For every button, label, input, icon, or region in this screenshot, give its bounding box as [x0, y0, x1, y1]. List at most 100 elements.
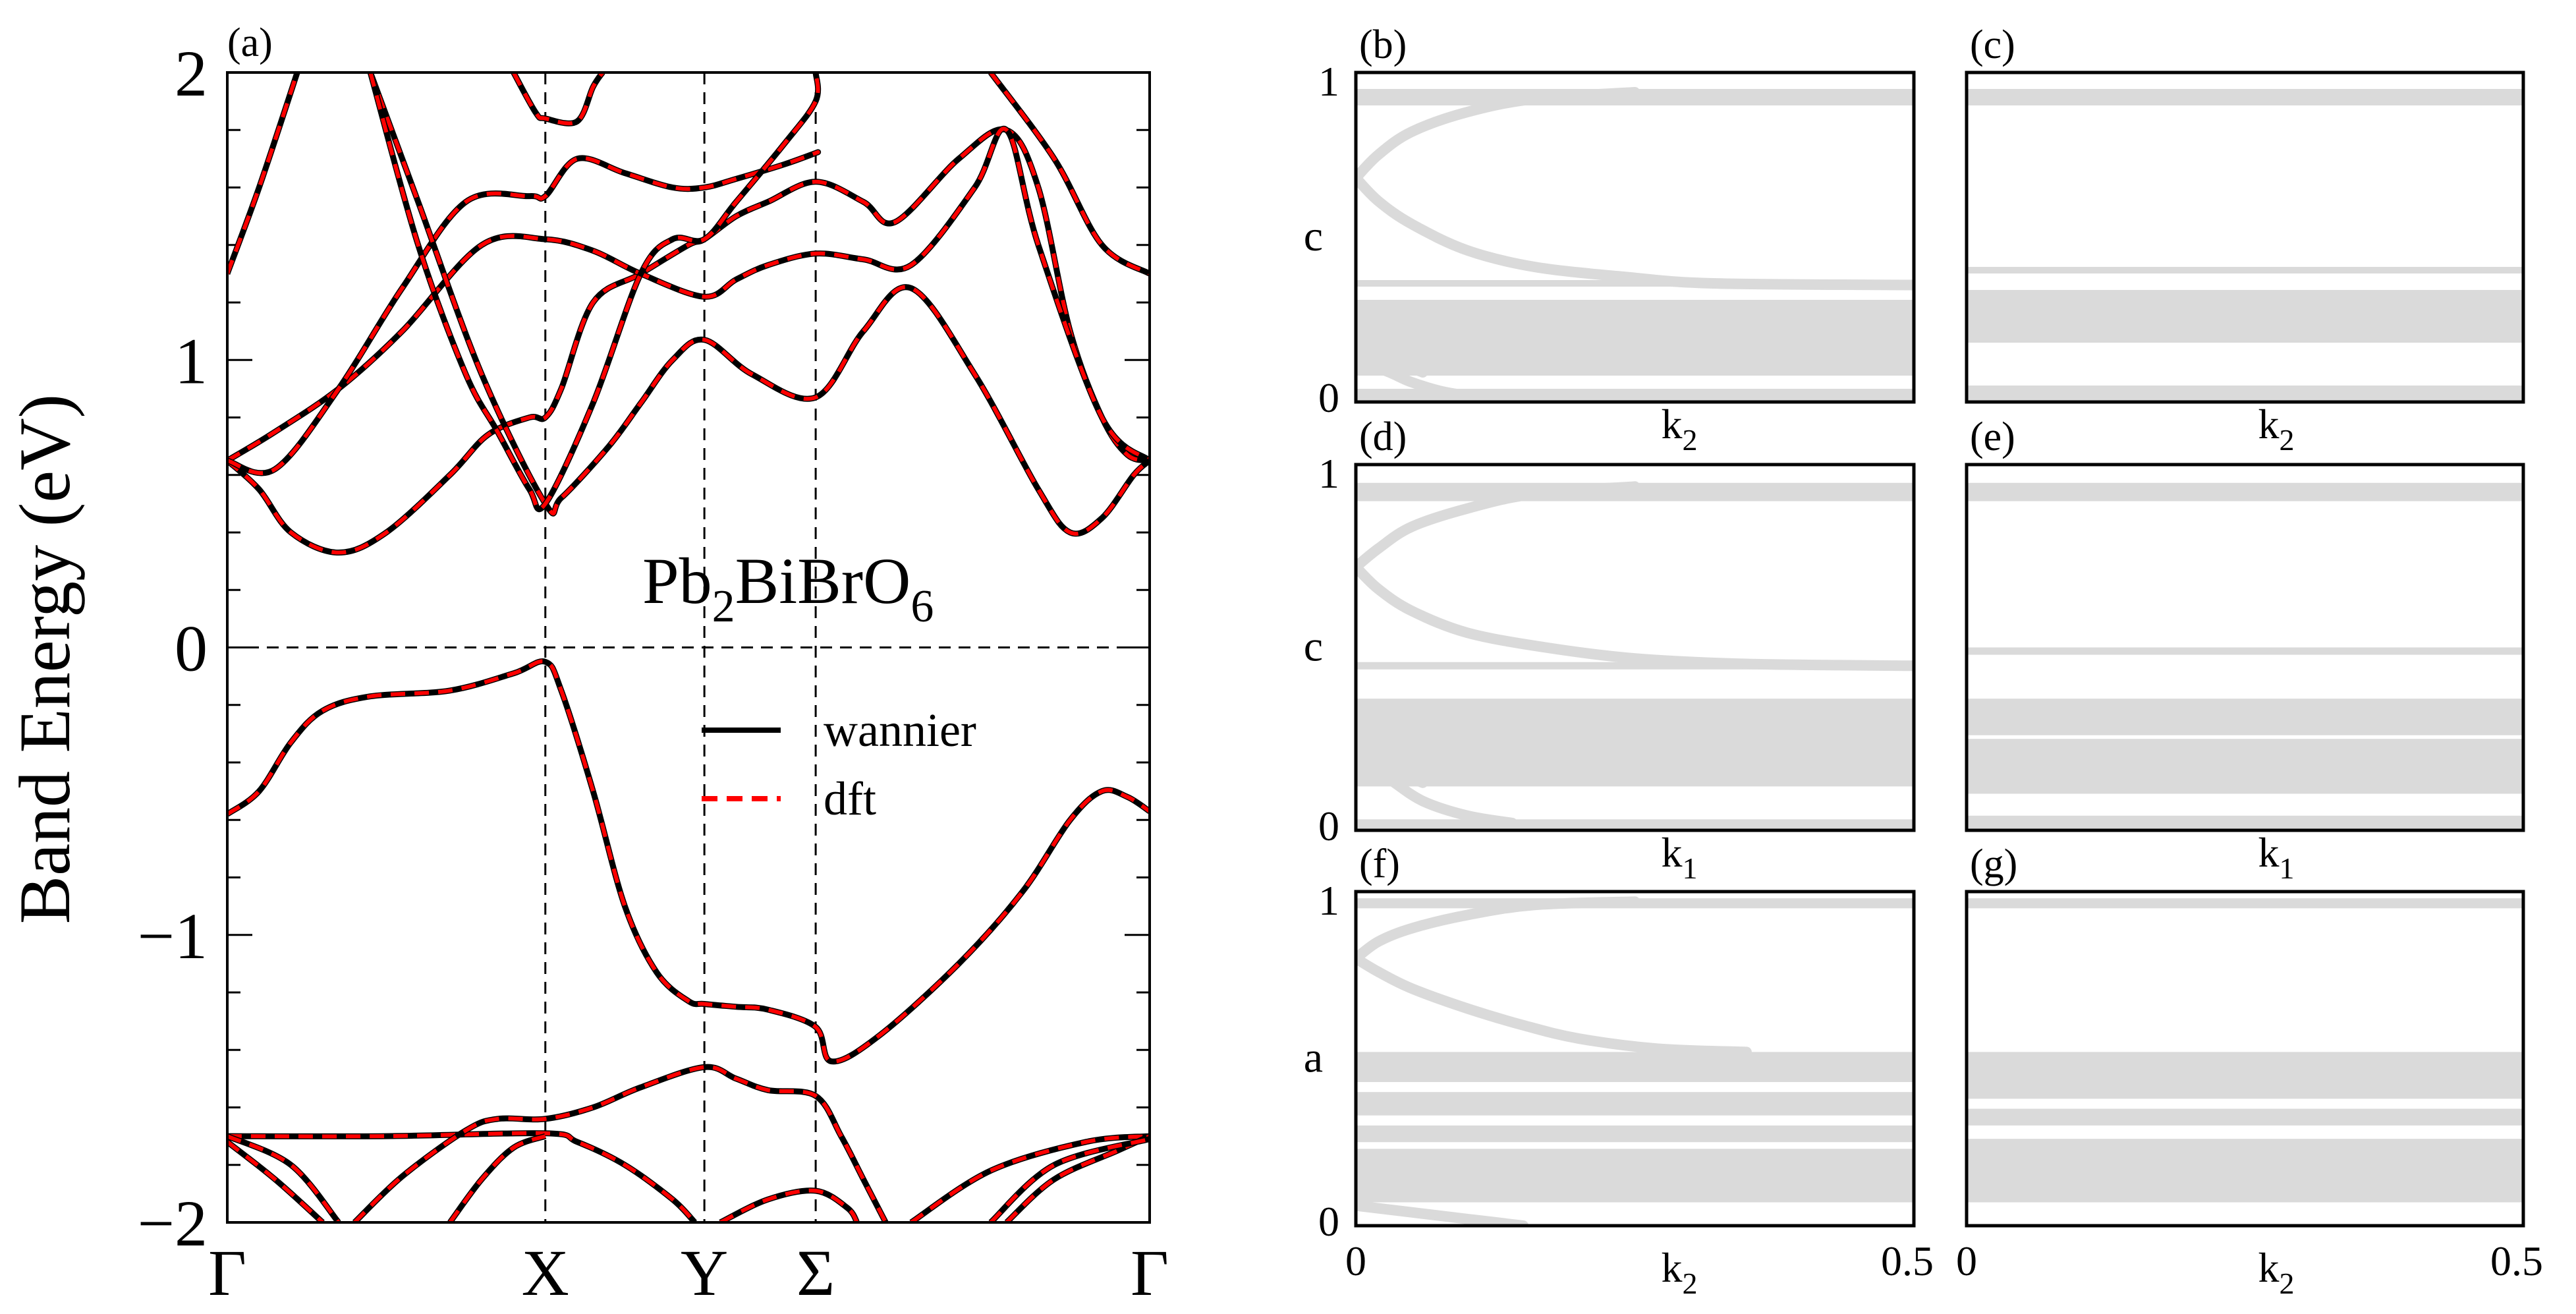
x-axis-label-base: k	[1662, 401, 1683, 447]
band-dft	[227, 150, 820, 475]
shaded-band	[1356, 280, 1914, 287]
x-axis-label: k2	[1662, 1244, 1698, 1300]
panel-b: (b) 1 0 c k2	[1304, 22, 1916, 457]
band-dft	[227, 1134, 341, 1222]
shaded-band	[1356, 1092, 1914, 1116]
bands-group	[227, 72, 1150, 1222]
edge-state-curve	[1356, 896, 1640, 964]
panel-frame	[1354, 463, 1916, 832]
band-dft	[910, 1134, 1150, 1222]
panel-label: (e)	[1970, 414, 2015, 459]
y-tick-label: −1	[138, 900, 208, 973]
shaded-band	[1967, 699, 2523, 735]
y-tick-label: 1	[175, 324, 208, 397]
plot-frame-a	[226, 71, 1151, 1224]
shaded-band	[1967, 482, 2523, 501]
band-dft	[989, 1137, 1150, 1222]
band-wannier	[1004, 1133, 1150, 1222]
y-tick-label: 1	[1318, 58, 1339, 105]
x-axis-label-base: k	[2258, 1244, 2280, 1291]
shaded-band	[1967, 815, 2523, 830]
shaded-band	[1356, 662, 1914, 670]
edge-state-curve	[1356, 953, 1752, 1058]
shaded-band	[1967, 1108, 2523, 1126]
panel-f: (f) 1 0 a k2 0 0.5	[1304, 842, 1934, 1300]
y-tick-label: 2	[175, 37, 208, 110]
panel-label: (b)	[1359, 22, 1407, 67]
band-wannier	[227, 72, 300, 275]
shaded-band	[1967, 89, 2523, 105]
band-dft	[227, 659, 1150, 1064]
shaded-band	[1967, 647, 2523, 655]
y-axis-label: c	[1304, 623, 1323, 671]
panel-frame	[1965, 463, 2525, 832]
panel-c: (c) k2	[1965, 22, 2525, 457]
x-axis-label: k2	[2258, 1244, 2295, 1300]
shaded-band	[1967, 290, 2523, 343]
panel-frame	[1354, 71, 1916, 404]
annotation-text: Pb	[642, 544, 712, 617]
panel-e: (e) k1	[1965, 414, 2525, 885]
shaded-band	[1967, 1139, 2523, 1203]
band-wannier	[988, 72, 1150, 277]
edge-state-curve	[1356, 354, 1496, 402]
x-axis-label-base: k	[1662, 1244, 1683, 1291]
band-wannier	[367, 72, 1150, 537]
band-wannier	[988, 1136, 1150, 1222]
y-tick-label: 0	[175, 612, 208, 685]
shaded-band	[1356, 389, 1914, 402]
shaded-band	[1356, 300, 1914, 376]
shaded-band	[1356, 1125, 1914, 1143]
x-axis-label-base: k	[1662, 829, 1683, 876]
edge-state-curve	[1356, 561, 1914, 671]
shaded-band	[1967, 386, 2523, 402]
band-dft	[511, 72, 605, 126]
shaded-band	[1356, 1149, 1914, 1203]
x-axis-label: k2	[1662, 401, 1698, 457]
x-axis-label: k1	[2258, 829, 2295, 885]
x-axis-label: k1	[1662, 829, 1698, 885]
x-axis-label: k2	[2258, 401, 2295, 457]
edge-state-curve	[1356, 1200, 1529, 1226]
k-point-label: Y	[681, 1236, 728, 1309]
annotation-text: BiBrO	[735, 544, 911, 617]
x-axis-label-subscript: 1	[1683, 851, 1698, 885]
shaded-band	[1967, 739, 2523, 794]
compound-annotation: Pb2BiBrO6	[642, 544, 934, 632]
y-tick-label: 1	[1318, 877, 1339, 924]
edge-state-curve	[1356, 87, 1640, 183]
band-dft	[227, 1140, 324, 1222]
band-dft	[227, 1131, 696, 1222]
edge-curves	[1356, 896, 1752, 1226]
k-point-label: X	[522, 1236, 569, 1309]
edge-state-curve	[1356, 752, 1518, 828]
band-dft	[719, 1188, 859, 1222]
shaded-band	[1967, 898, 2523, 909]
band-wannier	[447, 1133, 547, 1222]
x-tick-label: 0.5	[2490, 1238, 2543, 1284]
shaded-band	[1356, 1052, 1914, 1082]
x-axis-label-subscript: 2	[1683, 423, 1698, 457]
edge-state-curve	[1356, 337, 1428, 378]
x-tick-label: 0	[1345, 1238, 1366, 1284]
x-tick-label: 0	[1956, 1238, 1977, 1284]
y-axis-label: a	[1304, 1034, 1323, 1082]
x-axis-label-subscript: 2	[2280, 1267, 2295, 1300]
x-axis-label-base: k	[2258, 829, 2280, 876]
panel-g: (g) k2 0 0.5	[1956, 842, 2543, 1300]
y-tick-label: 1	[1318, 450, 1339, 497]
annotation-subscript: 2	[712, 581, 735, 632]
edge-state-curve	[1356, 744, 1428, 788]
band-dft	[448, 1134, 546, 1222]
y-tick-label: 0	[1318, 374, 1339, 421]
x-axis-label-subscript: 2	[1683, 1267, 1698, 1300]
panel-frame	[1965, 890, 2525, 1228]
band-wannier	[227, 149, 822, 476]
edge-state-curve	[1356, 481, 1640, 573]
y-tick-label: 0	[1318, 1198, 1339, 1245]
panel-frame	[1354, 890, 1916, 1228]
panel-label: (g)	[1970, 842, 2017, 886]
